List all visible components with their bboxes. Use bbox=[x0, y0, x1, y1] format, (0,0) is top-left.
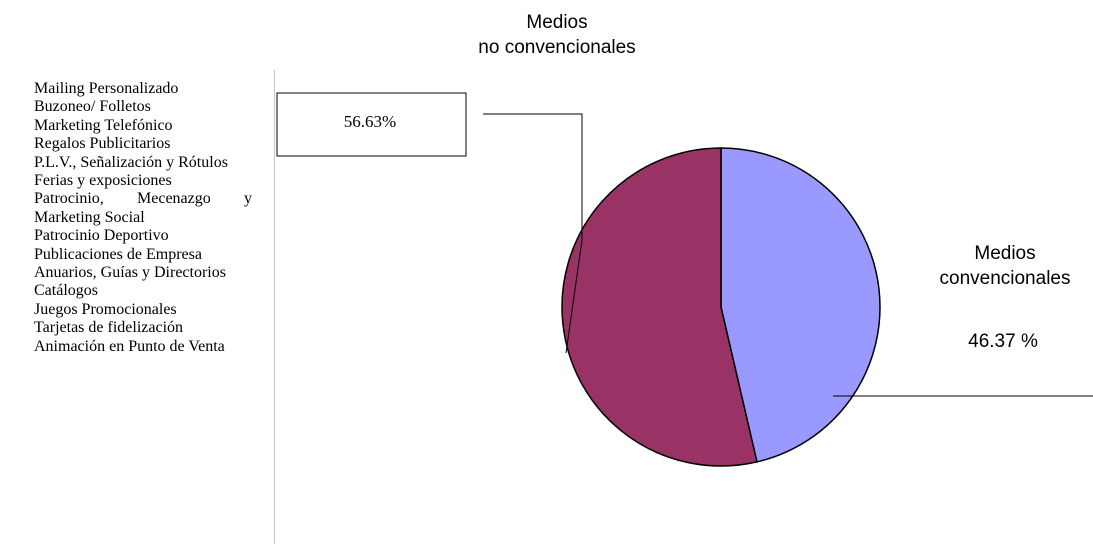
pie-slices bbox=[561, 147, 881, 467]
media-list-item: Ferias y exposiciones bbox=[34, 172, 172, 190]
media-list-item: Buzoneo/ Folletos bbox=[34, 98, 151, 116]
media-list-item: Patrocinio, Mecenazgo y Marketing Social bbox=[34, 190, 252, 226]
media-list-item: Catálogos bbox=[34, 282, 98, 300]
callout-line-no-convencionales bbox=[483, 113, 583, 354]
media-list-item: Animación en Punto de Venta bbox=[34, 337, 225, 355]
divider bbox=[274, 70, 275, 544]
media-list-item: P.L.V., Señalización y Rótulos bbox=[34, 153, 228, 171]
pie-slice-medios-convencionales bbox=[720, 147, 881, 463]
media-list: Mailing Personalizado Buzoneo/ Folletos Ma… bbox=[34, 80, 252, 356]
media-list-item: Mailing Personalizado bbox=[34, 80, 179, 97]
media-list-item: Patrocinio Deportivo bbox=[34, 227, 169, 245]
media-list-item: Anuarios, Guías y Directorios bbox=[34, 264, 226, 282]
media-list-item: Tarjetas de fidelización bbox=[34, 319, 184, 337]
media-list-item: Publicaciones de Empresa bbox=[34, 245, 202, 263]
chart-title-line-2: no convencionales bbox=[478, 37, 635, 58]
slice-value-label-no-convencionales: 56.63% bbox=[344, 112, 396, 131]
slice-value-label-convencionales: 46.37 % bbox=[968, 331, 1038, 352]
media-list-item: Marketing Telefónico bbox=[34, 116, 173, 134]
slice-label-convencionales-line-1: Medios bbox=[974, 243, 1035, 264]
chart-title-line-1: Medios bbox=[526, 12, 587, 33]
media-list-item: Juegos Promocionales bbox=[34, 300, 177, 318]
media-list-item: Regalos Publicitarios bbox=[34, 135, 171, 153]
callout-box bbox=[276, 92, 467, 157]
pie-slice-medios-no-convencionales bbox=[561, 147, 758, 467]
slice-label-convencionales-line-2: convencionales bbox=[940, 268, 1071, 289]
